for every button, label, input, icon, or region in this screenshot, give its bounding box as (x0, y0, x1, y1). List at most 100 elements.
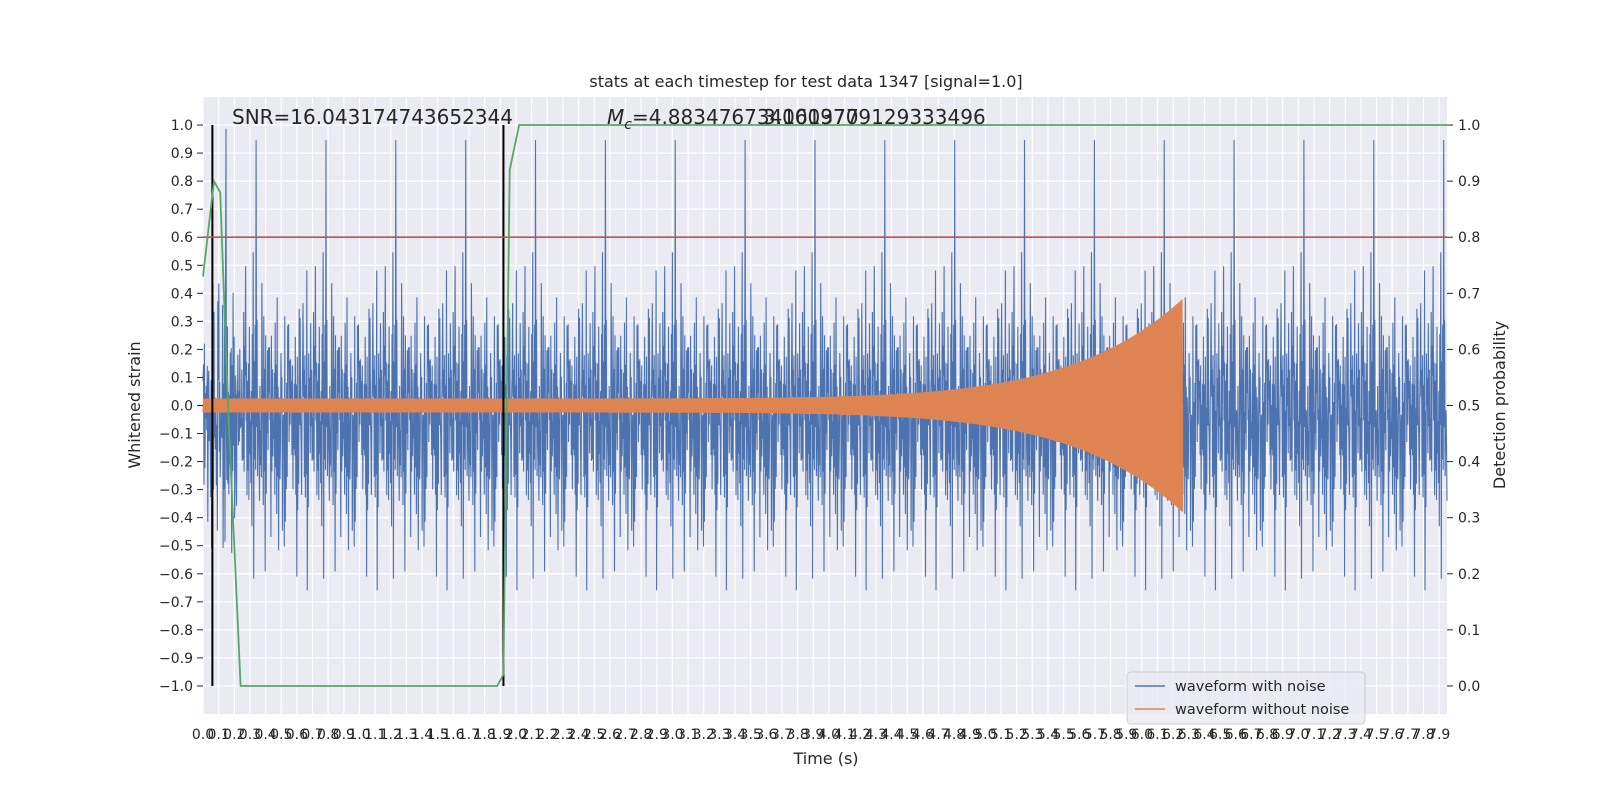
y2-tick-label: 1.0 (1458, 118, 1480, 134)
x-tick-label: 2.0 (505, 727, 527, 743)
x-tick-label: 1.0 (348, 727, 370, 743)
x-tick-label: 6.8 (1256, 727, 1278, 743)
overlap-annotation: 3.0009709129333496 (763, 105, 986, 129)
legend-frame (1126, 671, 1366, 725)
y2-tick-label: 0.4 (1458, 455, 1480, 471)
vertical-markers (211, 125, 505, 686)
x-tick-label: 0.5 (270, 727, 292, 743)
y-tick-label: 0.2 (171, 342, 193, 358)
chirp-mass-value: =4.883476734161377 (632, 105, 859, 129)
y-tick-label: −0.6 (159, 567, 193, 583)
y-tick-label: −0.4 (159, 511, 193, 527)
y-tick-label: −1.0 (159, 679, 193, 695)
series-waveform-with-noise (202, 128, 1448, 591)
x-tick-label: 6.1 (1146, 727, 1168, 743)
clean-waveform-line (202, 299, 1184, 513)
y-axis-label: Whitened strain (125, 341, 144, 468)
y2-tick-label: 0.1 (1458, 623, 1480, 639)
x-tick-label: 4.1 (833, 727, 855, 743)
x-tick-label: 5.0 (974, 727, 996, 743)
x-tick-label: 4.4 (880, 727, 902, 743)
series-detection-probability (202, 124, 1447, 687)
x-tick-label: 4.3 (865, 727, 887, 743)
x-tick-label: 3.7 (771, 727, 793, 743)
chirp-mass-subscript: c (624, 117, 632, 133)
x-tick-label: 7.3 (1334, 727, 1356, 743)
x-tick-label: 0.7 (301, 727, 323, 743)
y-tick-label: −0.2 (159, 455, 193, 471)
y-tick-label: −0.7 (159, 595, 193, 611)
y-tick-label: −0.3 (159, 483, 193, 499)
x-tick-label: 2.5 (583, 727, 605, 743)
x-tick-label: 5.5 (1052, 727, 1074, 743)
chirp-mass-symbol: M (607, 105, 624, 129)
x-tick-label: 1.8 (474, 727, 496, 743)
x-tick-label: 1.2 (380, 727, 402, 743)
x-tick-label: 7.5 (1365, 727, 1387, 743)
x-tick-label: 2.6 (599, 727, 621, 743)
detection-probability-line (202, 124, 1447, 687)
y-axis-ticks: 1.0 0.9 0.8 0.7 0.6 0.5 0.4 0.3 0.2 0.1 0.0 −0.1 −0.… (159, 118, 203, 695)
x-tick-label: 2.9 (646, 727, 668, 743)
y2-axis-ticks: 1.0 0.9 0.8 0.7 0.6 0.5 0.4 0.3 0.2 0.1 0.0 (1447, 118, 1480, 695)
x-tick-label: 7.7 (1397, 727, 1419, 743)
x-tick-label: 0.3 (239, 727, 261, 743)
y-tick-label: −0.5 (159, 539, 193, 555)
legend-entry-noise: waveform with noise (1175, 679, 1326, 695)
x-tick-label: 4.7 (927, 727, 949, 743)
x-tick-label: 5.8 (1099, 727, 1121, 743)
y-tick-label: 0.4 (171, 286, 193, 302)
x-tick-label: 6.7 (1240, 727, 1262, 743)
x-tick-label: 7.4 (1350, 727, 1372, 743)
series-waveform-without-noise (202, 299, 1184, 513)
x-tick-label: 4.9 (959, 727, 981, 743)
x-tick-label: 2.7 (614, 727, 636, 743)
x-tick-label: 5.4 (1037, 727, 1059, 743)
x-tick-label: 5.6 (1068, 727, 1090, 743)
chirp-mass-annotation: Mc=4.883476734161377 (607, 105, 859, 133)
x-tick-label: 6.0 (1131, 727, 1153, 743)
y2-tick-label: 0.5 (1458, 399, 1480, 415)
y2-tick-label: 0.0 (1458, 679, 1480, 695)
x-tick-label: 7.9 (1428, 727, 1450, 743)
x-tick-label: 6.2 (1162, 727, 1184, 743)
x-tick-label: 2.2 (536, 727, 558, 743)
y-tick-label: 1.0 (171, 118, 193, 134)
x-tick-label: 6.5 (1209, 727, 1231, 743)
x-tick-label: 5.9 (1115, 727, 1137, 743)
y2-tick-label: 0.2 (1458, 567, 1480, 583)
x-tick-label: 7.0 (1287, 727, 1309, 743)
x-axis-label: Time (s) (792, 749, 858, 768)
x-tick-label: 0.0 (192, 727, 214, 743)
x-tick-label: 1.9 (489, 727, 511, 743)
y-tick-label: 0.0 (171, 399, 193, 415)
x-tick-label: 2.8 (630, 727, 652, 743)
x-tick-label: 7.2 (1319, 727, 1341, 743)
x-axis-ticks: 0.00.10.20.30.40.50.60.70.80.91.01.11.21… (192, 727, 1450, 743)
x-tick-label: 0.6 (286, 727, 308, 743)
y-tick-label: 0.9 (171, 146, 193, 162)
x-tick-label: 5.2 (1006, 727, 1028, 743)
x-tick-label: 1.1 (364, 727, 386, 743)
y2-axis-label: Detection probability (1490, 321, 1509, 489)
x-tick-label: 3.5 (740, 727, 762, 743)
x-tick-label: 0.4 (254, 727, 276, 743)
y-tick-label: −0.8 (159, 623, 193, 639)
x-tick-label: 4.0 (818, 727, 840, 743)
x-tick-label: 4.5 (896, 727, 918, 743)
x-tick-label: 3.3 (708, 727, 730, 743)
y-tick-label: 0.8 (171, 174, 193, 190)
x-tick-label: 6.3 (1178, 727, 1200, 743)
legend: waveform with noise waveform without noi… (1126, 671, 1366, 725)
x-tick-label: 3.8 (786, 727, 808, 743)
x-tick-label: 4.8 (943, 727, 965, 743)
x-tick-label: 7.8 (1412, 727, 1434, 743)
y2-tick-label: 0.7 (1458, 286, 1480, 302)
x-tick-label: 3.0 (661, 727, 683, 743)
y-tick-label: 0.6 (171, 230, 193, 246)
x-tick-label: 7.6 (1381, 727, 1403, 743)
x-tick-label: 3.6 (755, 727, 777, 743)
x-tick-label: 0.8 (317, 727, 339, 743)
legend-entry-clean: waveform without noise (1175, 702, 1349, 718)
